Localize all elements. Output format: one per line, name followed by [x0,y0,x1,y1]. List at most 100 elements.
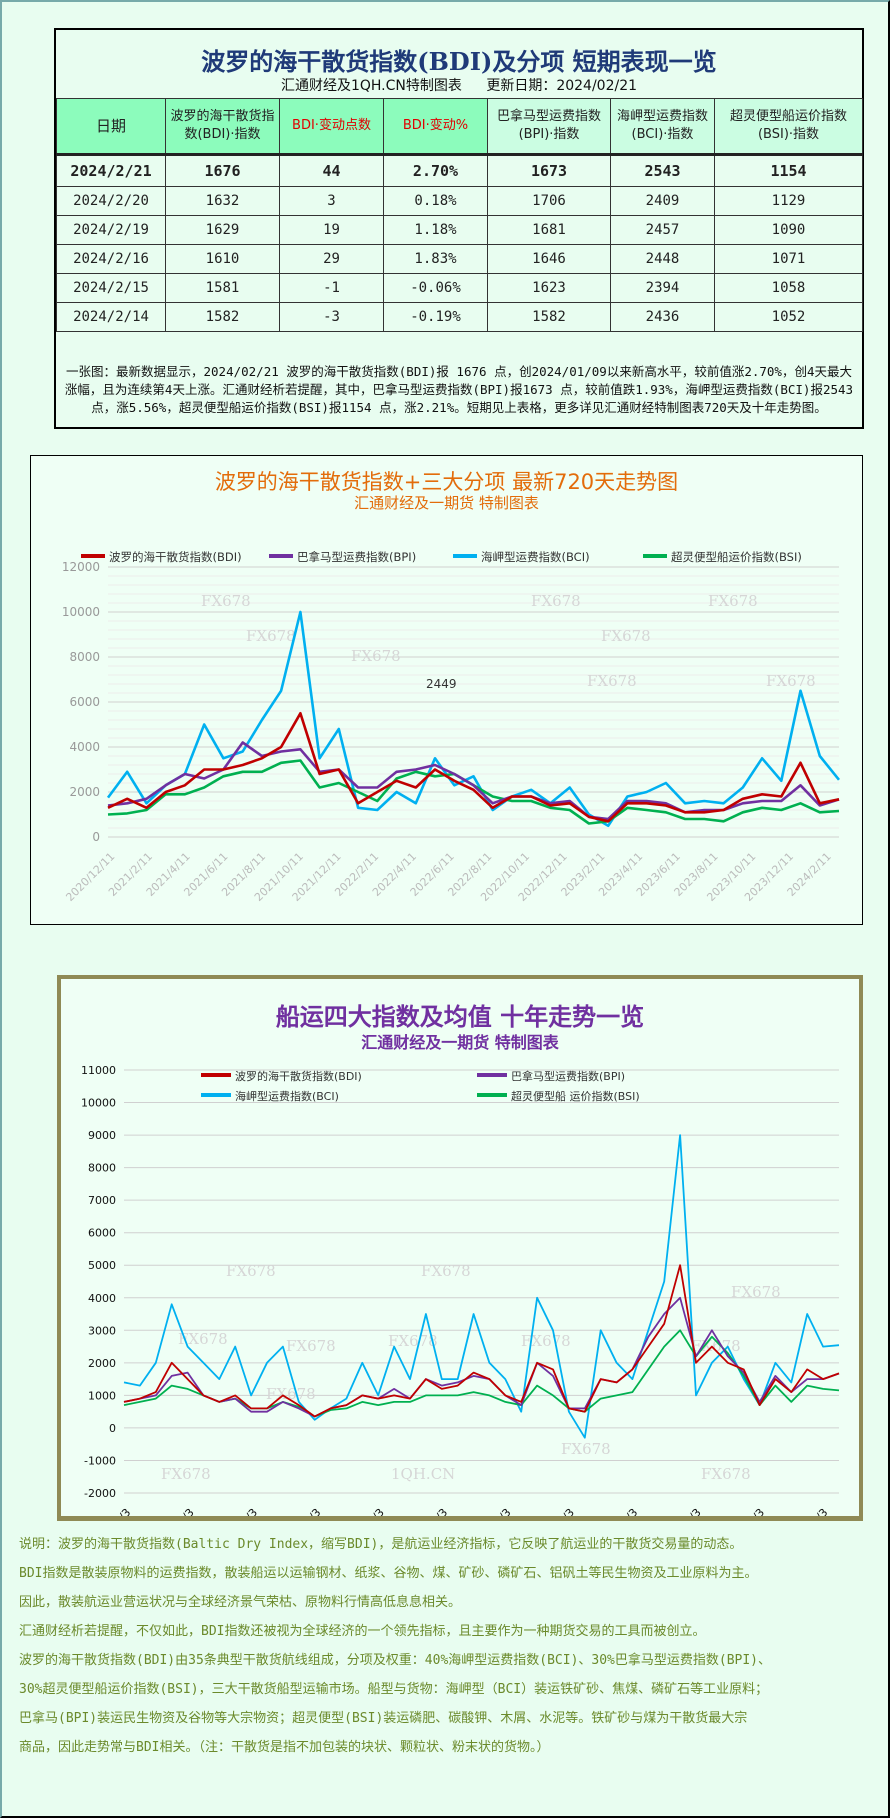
note-line: 30%超灵便型船运价指数(BSI)，三大干散货船型运输市场。船型与货物：海岬型（… [19,1682,769,1697]
cell-bdi-change-pct: 2.70% [383,154,488,187]
table-source: 汇通财经及1QH.CN特制图表 [280,78,462,94]
cell-bpi: 1582 [487,302,611,332]
legend-label-bci: 海岬型运费指数(BCI) [481,550,590,564]
cell-bdi: 1632 [165,186,280,216]
legend-label-bsi: 超灵便型船运价指数(BSI) [671,550,802,564]
cell-bdi-change-pct: -0.06% [383,273,488,303]
y-tick-label: 11000 [81,1064,116,1077]
chart1-plot: 0200040006000800010000120002020/12/11202… [62,550,841,904]
y-tick-label: 8000 [69,650,100,664]
cell-bdi-change-points: -1 [279,273,384,303]
series-line-bdi [123,1264,840,1418]
watermark-text: 1QH.CN [391,1465,455,1483]
y-tick-label: 10000 [62,605,100,619]
x-tick-label: 2019/1/3 [469,1506,513,1516]
cell-date: 2024/2/15 [56,273,166,303]
x-tick-label: 2020/12/11 [63,850,117,904]
x-tick-label: 2014/1/3 [153,1506,197,1516]
header-bci: 海岬型运费指数(BCI)·指数 [610,98,715,156]
cell-bci: 2457 [610,215,715,245]
cell-date: 2024/2/21 [56,154,166,187]
note-line: BDI指数是散装原物料的运费指数，散装船运以运输钢材、纸浆、谷物、煤、矿砂、磷矿… [19,1566,758,1581]
cell-bdi: 1676 [165,154,280,187]
header-bsi: 超灵便型船运价指数(BSI)·指数 [714,98,863,156]
watermark-text: FX678 [708,592,758,610]
cell-bdi: 1629 [165,215,280,245]
cell-bsi: 1154 [714,154,863,187]
note-line: 巴拿马(BPI)装运民生物资及谷物等大宗物资；超灵便型(BSI)装运磷肥、碳酸钾… [19,1711,748,1726]
cell-bdi-change-points: 44 [279,154,384,187]
y-tick-label: 4000 [69,740,100,754]
x-tick-label: 2013/1/3 [89,1506,133,1516]
y-tick-label: -1000 [84,1454,116,1467]
cell-bci: 2448 [610,244,715,274]
legend-label-bdi: 波罗的海干散货指数(BDI) [109,550,242,564]
table-row: 2024/2/15 1581 -1 -0.06% 1623 2394 1058 [56,273,863,303]
cell-date: 2024/2/14 [56,302,166,332]
explanation-notes: 说明：波罗的海干散货指数(Baltic Dry Index，缩写BDI)，是航运… [19,1530,879,1762]
cell-bdi-change-points: 3 [279,186,384,216]
cell-bdi: 1582 [165,302,280,332]
cell-bsi: 1052 [714,302,863,332]
legend-label-bci: 海岬型运费指数(BCI) [235,1089,339,1103]
x-tick-label: 2015/1/3 [216,1506,260,1516]
cell-bpi: 1681 [487,215,611,245]
cell-bsi: 1129 [714,186,863,216]
y-tick-label: -2000 [84,1487,116,1500]
y-tick-label: 8000 [88,1162,116,1175]
cell-bdi-change-pct: 1.18% [383,215,488,245]
table-row: 2024/2/16 1610 29 1.83% 1646 2448 1071 [56,244,863,274]
chart2-subtitle: 汇通财经及一期货 特制图表 [361,1033,559,1052]
cell-bpi: 1706 [487,186,611,216]
cell-date: 2024/2/19 [56,215,166,245]
cell-bci: 2394 [610,273,715,303]
note-line: 汇通财经析若提醒，不仅如此，BDI指数还被视为全球经济的一个领先指标，且主要作为… [19,1624,706,1639]
header-bdi: 波罗的海干散货指数(BDI)·指数 [165,98,280,156]
x-tick-label: 2020/1/3 [533,1506,577,1516]
chart2-plot: -2000 -1000 0 1000 2000 3000 4000 5000 6000 7000 8… [81,1064,840,1516]
header-bdi-change-points: BDI·变动点数 [279,98,384,156]
cell-bci: 2409 [610,186,715,216]
table-header-row: 日期 波罗的海干散货指数(BDI)·指数 BDI·变动点数 BDI·变动% 巴拿… [56,98,863,156]
x-tick-label: 2021/1/3 [596,1506,640,1516]
annotation-label: 2449 [426,677,457,691]
watermark-text: FX678 [701,1465,751,1483]
y-tick-label: 7000 [88,1194,116,1207]
y-tick-label: 3000 [88,1324,116,1337]
watermark-text: FX678 [521,1332,571,1350]
legend-label-bpi: 巴拿马型运费指数(BPI) [511,1069,625,1083]
chart2-title: 船运四大指数及均值 十年走势一览 [275,1002,645,1031]
cell-bdi: 1581 [165,273,280,303]
watermark-text: FX678 [421,1262,471,1280]
cell-bdi-change-pct: -0.19% [383,302,488,332]
chart-ten-year-panel: 船运四大指数及均值 十年走势一览 汇通财经及一期货 特制图表 -2000 -100… [57,975,863,1521]
y-tick-label: 0 [92,830,100,844]
cell-bpi: 1623 [487,273,611,303]
table-title: 波罗的海干散货指数(BDI)及分项 短期表现一览 [201,47,717,76]
watermark-text: FX678 [731,1283,781,1301]
chart1-subtitle: 汇通财经及一期货 特制图表 [354,494,539,512]
cell-bsi: 1090 [714,215,863,245]
cell-bpi: 1673 [487,154,611,187]
y-tick-label: 1000 [88,1389,116,1402]
watermark-text: FX678 [161,1465,211,1483]
table-subtitle: 汇通财经及1QH.CN特制图表 更新日期：2024/02/21 [56,75,862,95]
cell-bdi: 1610 [165,244,280,274]
watermark-text: FX678 [531,592,581,610]
watermark-text: FX678 [246,627,296,645]
y-tick-label: 6000 [88,1227,116,1240]
x-tick-label: 2018/1/3 [406,1506,450,1516]
watermark-text: FX678 [226,1262,276,1280]
y-tick-label: 2000 [88,1357,116,1370]
note-line: 因此，散装航运业营运状况与全球经济景气荣枯、原物料行情高低息息相关。 [19,1595,462,1610]
y-tick-label: 12000 [62,560,100,574]
cell-date: 2024/2/16 [56,244,166,274]
cell-bdi-change-pct: 1.83% [383,244,488,274]
table-row: 2024/2/19 1629 19 1.18% 1681 2457 1090 [56,215,863,245]
cell-bsi: 1071 [714,244,863,274]
watermark-text: FX678 [178,1330,228,1348]
watermark-text: FX678 [201,592,251,610]
x-tick-label: 2017/1/3 [343,1506,387,1516]
x-tick-label: 2024/1/3 [786,1506,830,1516]
